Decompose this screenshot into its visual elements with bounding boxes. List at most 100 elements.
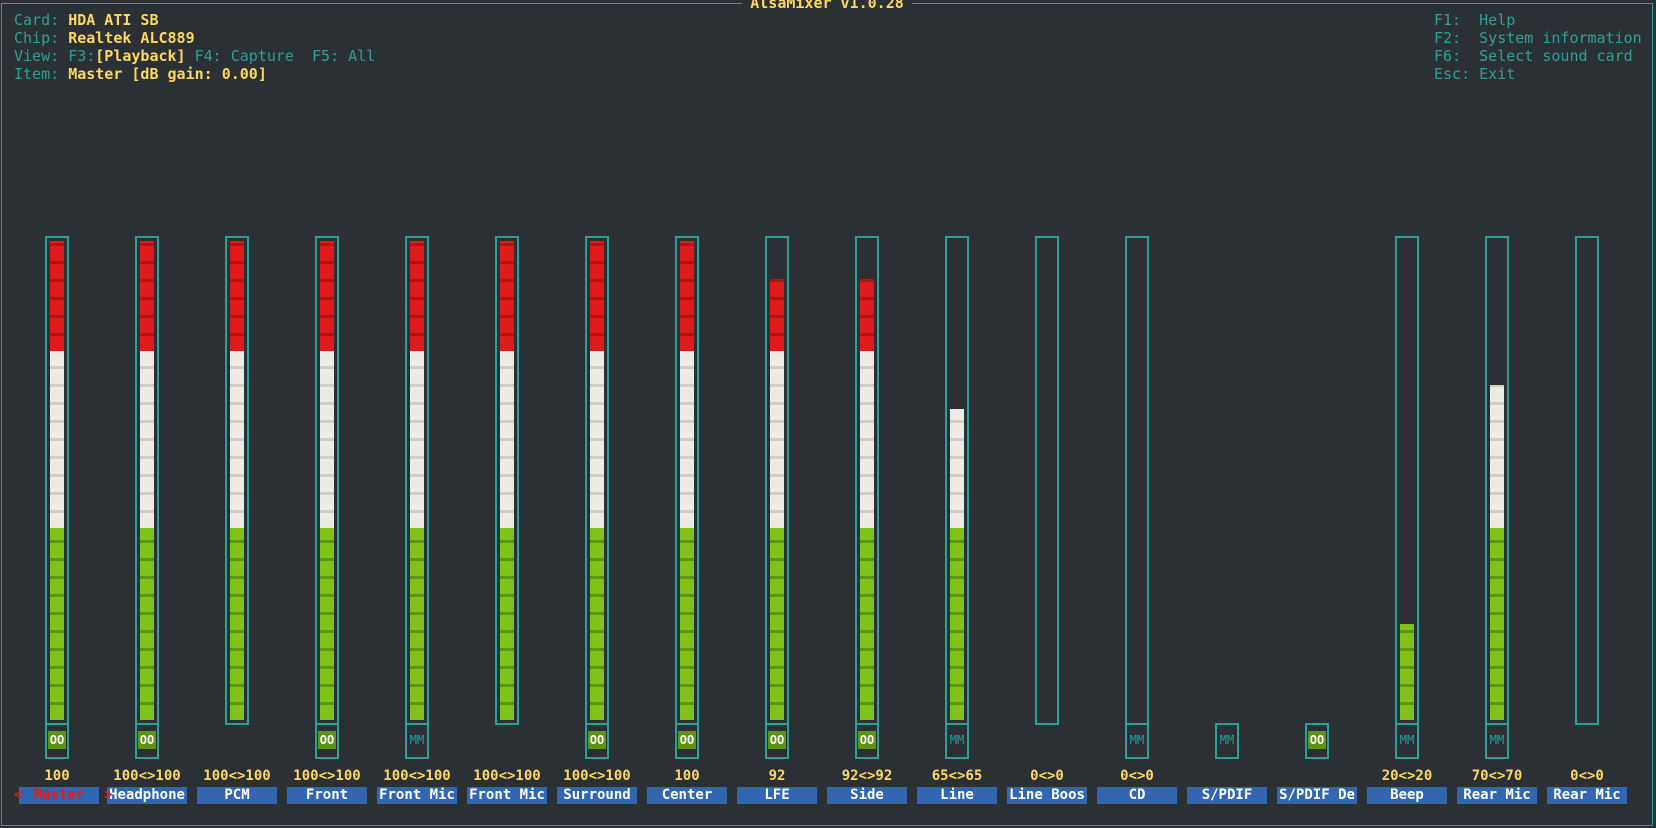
channel-label-headphone-1[interactable]: Headphone [107,787,187,804]
volume-level-side-9 [860,279,874,720]
channel-value-center-7: 100 [674,768,700,784]
channel-value-beep-15: 20<>20 [1381,768,1433,784]
channel-value-line-boos-11: 0<>0 [1030,768,1064,784]
white-segment [500,351,514,528]
mute-state: OO [858,731,876,749]
channel-label-surround-6[interactable]: Surround [557,787,637,804]
channel-label-line-boos-11[interactable]: Line Boos [1007,787,1087,804]
mute-toggle-front-mic-4[interactable]: MM [405,723,429,759]
view-playback-tab[interactable]: [Playback] [95,47,186,65]
volume-bar-front-3[interactable] [315,236,339,725]
red-segment [500,241,514,351]
chip-info: Chip: Realtek ALC889 [14,29,195,47]
mute-toggle-surround-6[interactable]: OO [585,723,609,759]
volume-bar-side-9[interactable] [855,236,879,725]
channel-label-rear-mic-17[interactable]: Rear Mic [1547,787,1627,804]
volume-bar-front-mic-4[interactable] [405,236,429,725]
window-title: AlsaMixer v1.0.28 [2,0,1652,12]
channel-label-rear-mic-16[interactable]: Rear Mic [1457,787,1537,804]
volume-level-beep-15 [1400,624,1414,720]
channel-label-s-pdif-de-14[interactable]: S/PDIF De [1277,787,1357,804]
volume-level-rear-mic-16 [1490,385,1504,720]
white-segment [680,351,694,528]
item-info: Item: Master [dB gain: 0.00] [14,65,267,83]
channel-label-beep-15[interactable]: Beep [1367,787,1447,804]
green-segment [770,528,784,720]
mute-toggle-side-9[interactable]: OO [855,723,879,759]
view-all-tab[interactable]: F5: All [312,47,376,65]
volume-bar-line-10[interactable] [945,236,969,725]
volume-bar-center-7[interactable] [675,236,699,725]
green-segment [1490,528,1504,720]
volume-bar-cd-12[interactable] [1125,236,1149,725]
item-value: Master [dB gain: 0.00] [68,65,267,83]
selection-right-arrow: > [104,787,113,803]
red-segment [860,279,874,351]
mute-state: OO [48,731,66,749]
mute-toggle-front-3[interactable]: OO [315,723,339,759]
channel-label-master-0[interactable]: Master [19,787,99,804]
channel-value-side-9: 92<>92 [841,768,893,784]
volume-bar-front-mic-5[interactable] [495,236,519,725]
channel-label-line-10[interactable]: Line [917,787,997,804]
mute-toggle-rear-mic-16[interactable]: MM [1485,723,1509,759]
channel-value-front-mic-5: 100<>100 [473,768,541,784]
green-segment [50,528,64,720]
channel-label-cd-12[interactable]: CD [1097,787,1177,804]
volume-level-master-0 [50,241,64,720]
volume-bar-line-boos-11[interactable] [1035,236,1059,725]
help-esc[interactable]: Esc: Exit [1434,65,1516,83]
volume-bar-headphone-1[interactable] [135,236,159,725]
red-segment [590,241,604,351]
chip-label: Chip: [14,29,60,47]
volume-bar-surround-6[interactable] [585,236,609,725]
help-f1[interactable]: F1: Help [1434,11,1516,29]
channel-label-pcm-2[interactable]: PCM [197,787,277,804]
channel-label-center-7[interactable]: Center [647,787,727,804]
mute-state: MM [1129,733,1145,747]
volume-bar-rear-mic-17[interactable] [1575,236,1599,725]
volume-level-line-10 [950,409,964,720]
mute-toggle-s-pdif-de-14[interactable]: OO [1305,723,1329,759]
channel-value-rear-mic-16: 70<>70 [1471,768,1523,784]
white-segment [770,351,784,528]
red-segment [230,241,244,351]
help-f2[interactable]: F2: System information [1434,29,1642,47]
channel-label-side-9[interactable]: Side [827,787,907,804]
red-segment [50,241,64,351]
volume-bar-lfe-8[interactable] [765,236,789,725]
green-segment [320,528,334,720]
channel-value-surround-6: 100<>100 [563,768,631,784]
card-info: Card: HDA ATI SB [14,11,159,29]
mute-state: OO [318,731,336,749]
volume-level-front-mic-4 [410,241,424,720]
channel-label-lfe-8[interactable]: LFE [737,787,817,804]
view-f3-key[interactable]: F3: [68,47,96,65]
mute-toggle-headphone-1[interactable]: OO [135,723,159,759]
green-segment [410,528,424,720]
white-segment [320,351,334,528]
volume-level-front-3 [320,241,334,720]
volume-bar-master-0[interactable] [45,236,69,725]
view-label: View: [14,47,60,65]
channel-label-s-pdif-13[interactable]: S/PDIF [1187,787,1267,804]
mute-toggle-master-0[interactable]: OO [45,723,69,759]
help-f6[interactable]: F6: Select sound card [1434,47,1633,65]
mute-state: OO [678,731,696,749]
mute-toggle-cd-12[interactable]: MM [1125,723,1149,759]
mute-toggle-center-7[interactable]: OO [675,723,699,759]
mute-toggle-lfe-8[interactable]: OO [765,723,789,759]
mute-toggle-s-pdif-13[interactable]: MM [1215,723,1239,759]
mute-toggle-line-10[interactable]: MM [945,723,969,759]
white-segment [860,351,874,528]
volume-level-surround-6 [590,241,604,720]
selection-left-arrow: < [14,787,23,803]
channel-label-front-mic-4[interactable]: Front Mic [377,787,457,804]
mute-toggle-beep-15[interactable]: MM [1395,723,1419,759]
channel-label-front-3[interactable]: Front [287,787,367,804]
volume-bar-pcm-2[interactable] [225,236,249,725]
volume-bar-rear-mic-16[interactable] [1485,236,1509,725]
view-capture-tab[interactable]: F4: Capture [194,47,294,65]
channel-label-front-mic-5[interactable]: Front Mic [467,787,547,804]
volume-bar-beep-15[interactable] [1395,236,1419,725]
